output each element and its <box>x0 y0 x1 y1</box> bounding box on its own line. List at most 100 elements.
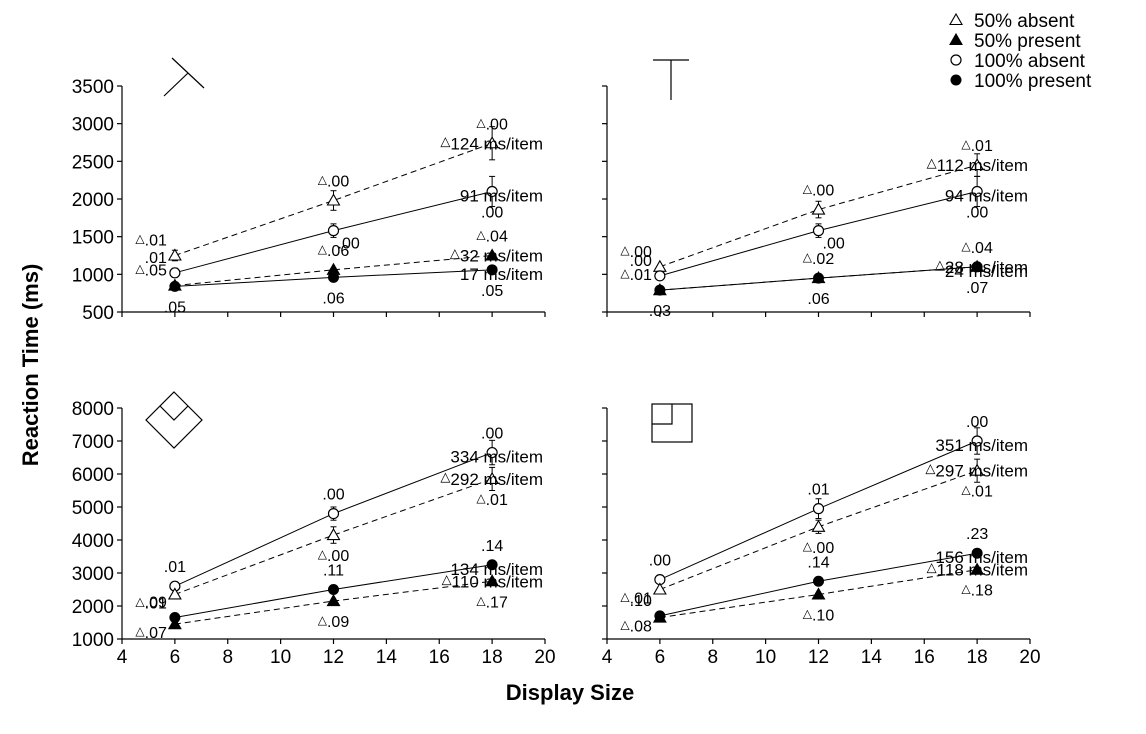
data-point <box>486 446 498 459</box>
data-label: △.04 <box>476 228 508 246</box>
x-tick-label: 6 <box>170 647 181 668</box>
data-point <box>970 562 985 575</box>
data-label: △.01 <box>620 590 652 608</box>
x-tick-label: 12 <box>808 647 829 668</box>
x-tick-label: 8 <box>222 647 233 668</box>
x-tick-label: 20 <box>1019 647 1040 668</box>
data-label: △.06 <box>318 242 350 260</box>
slope-label: 91 ms/item <box>460 186 543 205</box>
diamond-icon <box>145 391 203 449</box>
data-point <box>970 463 985 476</box>
legend-marker <box>949 12 963 26</box>
x-tick-label: 14 <box>861 647 883 668</box>
legend-marker <box>950 74 962 86</box>
x-tick-label: 4 <box>117 647 128 668</box>
x-tick-label: 10 <box>270 647 291 668</box>
data-point <box>811 587 826 600</box>
data-point <box>167 248 182 261</box>
y-tick-label: 4000 <box>72 531 114 552</box>
data-label: .00 <box>322 487 344 504</box>
y-tick-label: 1000 <box>72 630 114 651</box>
slope-label: △28 ms/item <box>935 257 1028 277</box>
data-label: △.01 <box>135 594 167 612</box>
slope-label: △118 ms/item <box>927 560 1028 580</box>
data-label: .10 <box>630 593 652 610</box>
data-point <box>652 259 667 272</box>
data-point <box>327 507 340 520</box>
data-point <box>167 617 182 630</box>
series-100-absent: .01 .00 .00 334 ms/item <box>164 426 543 592</box>
data-point <box>971 435 983 447</box>
series-50-absent: △.01 △.00 △.01 △297 ms/item <box>620 458 1028 608</box>
slope-label: △110 ms/item <box>442 571 543 591</box>
data-point <box>328 584 339 595</box>
series-50-absent: △.00 △.00 △.01△112 ms/item <box>620 137 1028 272</box>
data-label: .03 <box>649 303 671 320</box>
y-tick-label: 6000 <box>72 465 114 486</box>
x-tick-label: 16 <box>429 647 450 668</box>
data-point <box>971 185 983 198</box>
series-line <box>174 478 493 595</box>
data-label: .14 <box>481 538 503 555</box>
data-label: .00 <box>338 236 360 253</box>
data-label: △.04 <box>961 239 993 257</box>
y-tick-label: 1000 <box>72 265 114 286</box>
data-point <box>652 582 667 595</box>
data-label: .00 <box>630 253 652 270</box>
data-label: △.00 <box>620 243 652 261</box>
data-point <box>486 264 498 276</box>
slope-label: 17 ms/item <box>460 265 543 284</box>
data-label: .00 <box>823 236 845 253</box>
data-label: .07 <box>966 280 988 297</box>
x-tick-label: 6 <box>655 647 666 668</box>
data-point <box>971 261 983 273</box>
data-label: .05 <box>164 299 186 316</box>
data-point <box>811 202 826 215</box>
legend-marker <box>950 54 962 66</box>
data-point <box>811 519 826 532</box>
square-icon <box>651 403 693 443</box>
data-point <box>485 136 500 149</box>
x-tick-label: 18 <box>967 647 988 668</box>
y-tick-label: 3500 <box>72 77 114 98</box>
y-tick-label: 8000 <box>72 399 114 420</box>
data-point <box>970 157 985 171</box>
data-point <box>486 185 498 198</box>
data-label: △.01 <box>135 232 167 250</box>
data-point <box>813 272 824 284</box>
data-label: .00 <box>481 204 503 221</box>
data-label: .00 <box>649 553 671 570</box>
data-label: △.08 <box>620 618 652 636</box>
data-label: .05 <box>481 283 503 300</box>
series-50-present: △.07 △.09 △.17 △110 ms/item <box>135 571 543 642</box>
data-point <box>327 225 340 237</box>
data-label: △.09 <box>318 613 350 631</box>
data-point <box>326 193 341 206</box>
data-point <box>812 503 825 515</box>
data-label: △.01 <box>620 266 652 284</box>
data-label: △.07 <box>135 624 167 642</box>
slope-label: △297 ms/item <box>925 461 1028 481</box>
y-tick-label: 2500 <box>72 152 114 173</box>
x-tick-label: 10 <box>755 647 776 668</box>
rotated-t-icon <box>163 57 205 97</box>
data-label: △.02 <box>803 250 835 268</box>
series-50-present: △.05 △.06 △.04△32 ms/item <box>135 228 543 291</box>
slope-label: △112 ms/item <box>927 155 1028 175</box>
data-point <box>328 271 339 283</box>
x-tick-label: 20 <box>534 647 555 668</box>
data-point <box>169 267 181 279</box>
slope-label: 134 ms/item <box>450 560 543 579</box>
panels: 500100015002000250030003500△.01△.00△.00△… <box>72 57 1041 668</box>
data-point <box>485 248 500 261</box>
data-label: △.00 <box>318 547 350 565</box>
legend-entry: 100% absent <box>974 51 1086 72</box>
data-label: △.10 <box>803 606 835 624</box>
data-label: △.18 <box>961 582 993 600</box>
